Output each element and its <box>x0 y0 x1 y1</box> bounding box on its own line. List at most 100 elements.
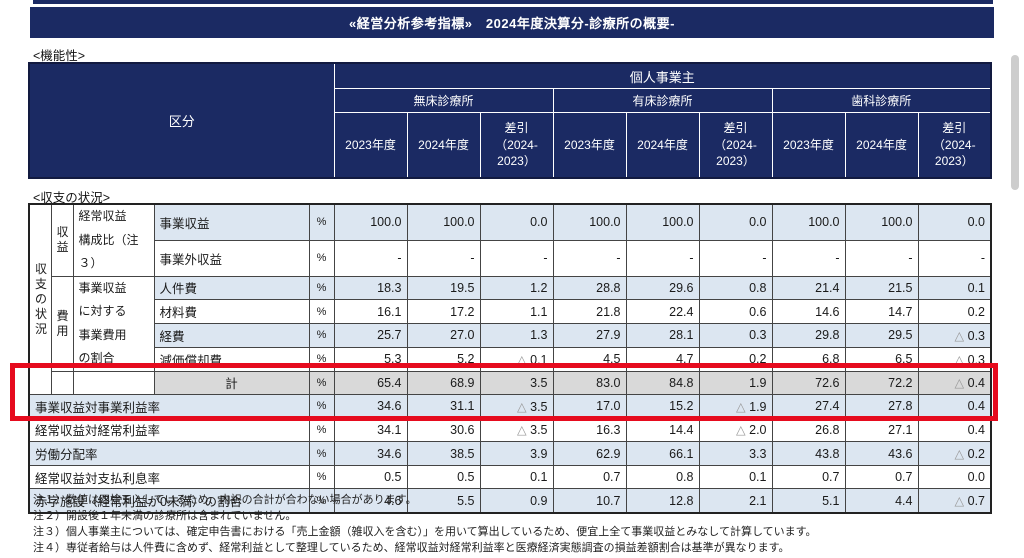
row-label: 赤字施設（経常利益が0未満）の割合 <box>28 488 310 514</box>
data-cell: 0.7 <box>771 464 846 490</box>
data-cell: 10.7 <box>552 488 627 514</box>
row-label: 事業収益対事業利益率 <box>28 394 310 419</box>
data-cell: 43.8 <box>771 441 846 466</box>
triangle-decrease-icon: △ <box>517 352 527 367</box>
data-cell: 25.7 <box>333 323 408 348</box>
triangle-decrease-icon: △ <box>736 399 746 414</box>
data-cell: △ 0.3 <box>917 323 992 348</box>
unit-cell: % <box>308 370 335 396</box>
data-cell: 16.3 <box>552 417 627 443</box>
data-cell: 0.1 <box>917 275 992 301</box>
data-cell: 30.6 <box>406 417 481 443</box>
statement-table: 収支の状況収益経常収益 構成比（注３） 事業収益% 100.0 100.0 0.0 100… <box>28 203 992 515</box>
data-cell: 21.8 <box>552 299 627 324</box>
header-year-cell: 差引 （2024- 2023） <box>917 112 992 179</box>
data-cell: 100.0 <box>625 203 700 241</box>
data-cell: 15.2 <box>625 394 700 419</box>
unit-cell: % <box>308 299 335 324</box>
data-cell: 12.8 <box>625 488 700 514</box>
header-group-cell: 歯科診療所 <box>771 88 992 113</box>
data-cell: 18.3 <box>333 275 408 301</box>
data-cell: 4.6 <box>333 488 408 514</box>
data-cell: 3.9 <box>479 441 554 466</box>
data-cell: 0.4 <box>917 394 992 419</box>
header-year-cell: 差引 （2024- 2023） <box>479 112 554 179</box>
scrollbar-thumb[interactable] <box>1011 55 1019 190</box>
data-cell: △ 1.9 <box>698 394 773 419</box>
triangle-decrease-icon: △ <box>954 352 965 367</box>
data-cell: 83.0 <box>552 370 627 396</box>
data-cell: △ 3.5 <box>479 417 554 443</box>
data-cell: 3.5 <box>479 370 554 396</box>
data-cell: 34.1 <box>333 417 408 443</box>
data-cell: 14.4 <box>625 417 700 443</box>
unit-cell: % <box>308 441 335 466</box>
data-cell: 65.4 <box>333 370 408 396</box>
data-cell: - <box>844 239 919 277</box>
triangle-decrease-icon: △ <box>954 328 965 343</box>
data-cell: 0.2 <box>917 299 992 324</box>
data-cell: 21.4 <box>771 275 846 301</box>
header-row-groups: 無床診療所 有床診療所 歯科診療所 <box>29 88 992 113</box>
unit-cell: % <box>308 464 335 490</box>
data-cell: 100.0 <box>771 203 846 241</box>
data-cell: 29.5 <box>844 323 919 348</box>
data-cell: 27.1 <box>844 417 919 443</box>
data-cell: - <box>771 239 846 277</box>
data-cell: 1.1 <box>479 299 554 324</box>
data-cell: 17.2 <box>406 299 481 324</box>
data-cell: 0.9 <box>479 488 554 514</box>
table-row-rodo-bunpairitsu: 労働分配率% 34.6 38.5 3.9 62.9 66.1 3.3 43.8 43.6 △ 0.… <box>28 441 992 466</box>
note-line: 注３）個人事業主については、確定申告書における「売上金額（雑収入を含む）」を用い… <box>33 526 817 538</box>
header-entity-cell: 個人事業主 <box>333 62 992 89</box>
side-sublabel-income: 経常収益 構成比（注３） <box>72 203 155 277</box>
table-row-akaji-shisetsu: 赤字施設（経常利益が0未満）の割合% 4.6 5.5 0.9 10.7 12.8 2.1 5.… <box>28 488 992 514</box>
data-cell: △ 2.0 <box>698 417 773 443</box>
data-cell: 84.8 <box>625 370 700 396</box>
data-cell: 0.7 <box>844 464 919 490</box>
data-cell: 38.5 <box>406 441 481 466</box>
data-cell: 0.4 <box>917 417 992 443</box>
data-cell: 0.0 <box>479 203 554 241</box>
data-cell: 19.5 <box>406 275 481 301</box>
page-title: «経営分析参考指標» 2024年度決算分-診療所の概要- <box>30 7 994 38</box>
data-cell: △ 3.5 <box>479 394 554 419</box>
table-row-keihi: 経費% 25.7 27.0 1.3 27.9 28.1 0.3 29.8 29.5 △ 0.3 <box>29 323 992 348</box>
data-cell: 0.0 <box>917 203 992 241</box>
header-year-cell: 差引 （2024- 2023） <box>698 112 773 179</box>
data-cell: 14.6 <box>771 299 846 324</box>
unit-cell: % <box>308 323 335 348</box>
data-cell: 26.8 <box>771 417 846 443</box>
data-cell: 27.8 <box>844 394 919 419</box>
unit-cell: % <box>308 239 335 277</box>
data-cell: 3.3 <box>698 441 773 466</box>
data-cell: 34.6 <box>333 441 408 466</box>
data-cell: 29.6 <box>625 275 700 301</box>
header-year-cell: 2024年度 <box>625 112 700 179</box>
table-row-keijo-riekiritsu: 経常収益対経常利益率% 34.1 30.6 △ 3.5 16.3 14.4 △ 2.0 26.… <box>28 417 992 443</box>
data-cell: 4.4 <box>844 488 919 514</box>
data-cell: 100.0 <box>333 203 408 241</box>
data-cell: 27.4 <box>771 394 846 419</box>
header-group-cell: 有床診療所 <box>552 88 773 113</box>
data-cell: 0.0 <box>698 203 773 241</box>
note-line: 注４）専従者給与は人件費に含めず、経常利益として整理しているため、経常収益対経常… <box>33 542 790 554</box>
unit-cell: % <box>308 394 335 419</box>
data-cell: 21.5 <box>844 275 919 301</box>
triangle-decrease-icon: △ <box>517 399 527 414</box>
triangle-decrease-icon: △ <box>954 447 965 462</box>
highlight-box <box>10 363 998 421</box>
data-cell: 0.6 <box>698 299 773 324</box>
top-strip <box>33 0 993 4</box>
data-cell: 62.9 <box>552 441 627 466</box>
data-cell: 5.1 <box>771 488 846 514</box>
data-cell: 29.8 <box>771 323 846 348</box>
table-row-jigyo-riekiritsu: 事業収益対事業利益率% 34.6 31.1 △ 3.5 17.0 15.2 △ 1.9 27.… <box>28 394 992 419</box>
header-row-entity: 区分 個人事業主 <box>28 62 992 179</box>
data-cell: 28.8 <box>552 275 627 301</box>
data-cell: - <box>625 239 700 277</box>
row-label: 事業外収益 <box>153 239 310 277</box>
unit-cell: % <box>308 203 335 241</box>
header-year-cell: 2023年度 <box>552 112 627 179</box>
data-cell: 1.3 <box>479 323 554 348</box>
